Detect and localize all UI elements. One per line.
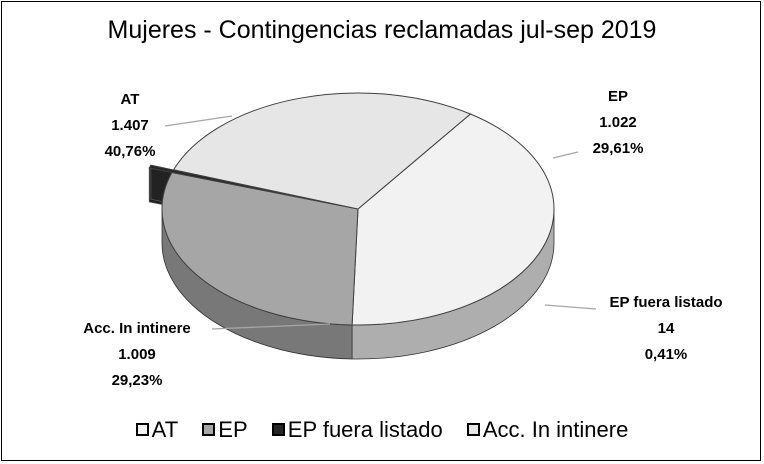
legend-label-at: AT: [151, 417, 179, 443]
data-label-percent-ep-fuera-listado: 0,41%: [645, 346, 688, 363]
data-label-value-ep: 1.022: [599, 114, 637, 131]
leader-line-at: [164, 115, 233, 127]
legend-swatch-ep: [202, 422, 216, 436]
data-label-name-ep: EP: [608, 88, 628, 105]
legend-item-ep: EP: [202, 417, 248, 443]
legend-item-ep-fuera-listado: EP fuera listado: [271, 417, 443, 443]
chart-title: Mujeres - Contingencias reclamadas jul-s…: [107, 16, 657, 44]
legend-swatch-acc-in-intinere: [466, 422, 480, 436]
legend-label-ep: EP: [218, 417, 248, 443]
slice-at: [351, 113, 555, 326]
legend-item-at: AT: [135, 417, 179, 443]
legend: AT EP EP fuera listado Acc. In intinere: [0, 416, 764, 443]
data-label-name-acc-in-intinere: Acc. In intinere: [83, 320, 191, 337]
data-label-name-at: AT: [121, 91, 140, 108]
data-label-value-at: 1.407: [111, 117, 149, 134]
data-label-percent-at: 40,76%: [105, 143, 156, 160]
legend-label-ep-fuera-listado: EP fuera listado: [287, 417, 443, 443]
legend-swatch-ep-fuera-listado: [271, 422, 285, 436]
leader-line-acc-in-intinere: [211, 323, 331, 330]
legend-label-acc-in-intinere: Acc. In intinere: [482, 417, 629, 443]
leader-line-ep: [552, 151, 579, 159]
data-label-percent-acc-in-intinere: 29,23%: [112, 372, 163, 389]
data-label-percent-ep: 29,61%: [593, 140, 644, 157]
data-label-name-ep-fuera-listado: EP fuera listado: [609, 294, 722, 311]
slice-ep: [161, 171, 359, 326]
data-label-value-acc-in-intinere: 1.009: [118, 346, 156, 363]
legend-swatch-at: [135, 422, 149, 436]
leader-line-ep-fuera-listado: [544, 304, 597, 310]
slice-acc-in-intinere: [172, 92, 472, 210]
data-label-value-ep-fuera-listado: 14: [658, 320, 675, 337]
legend-item-acc-in-intinere: Acc. In intinere: [466, 417, 629, 443]
